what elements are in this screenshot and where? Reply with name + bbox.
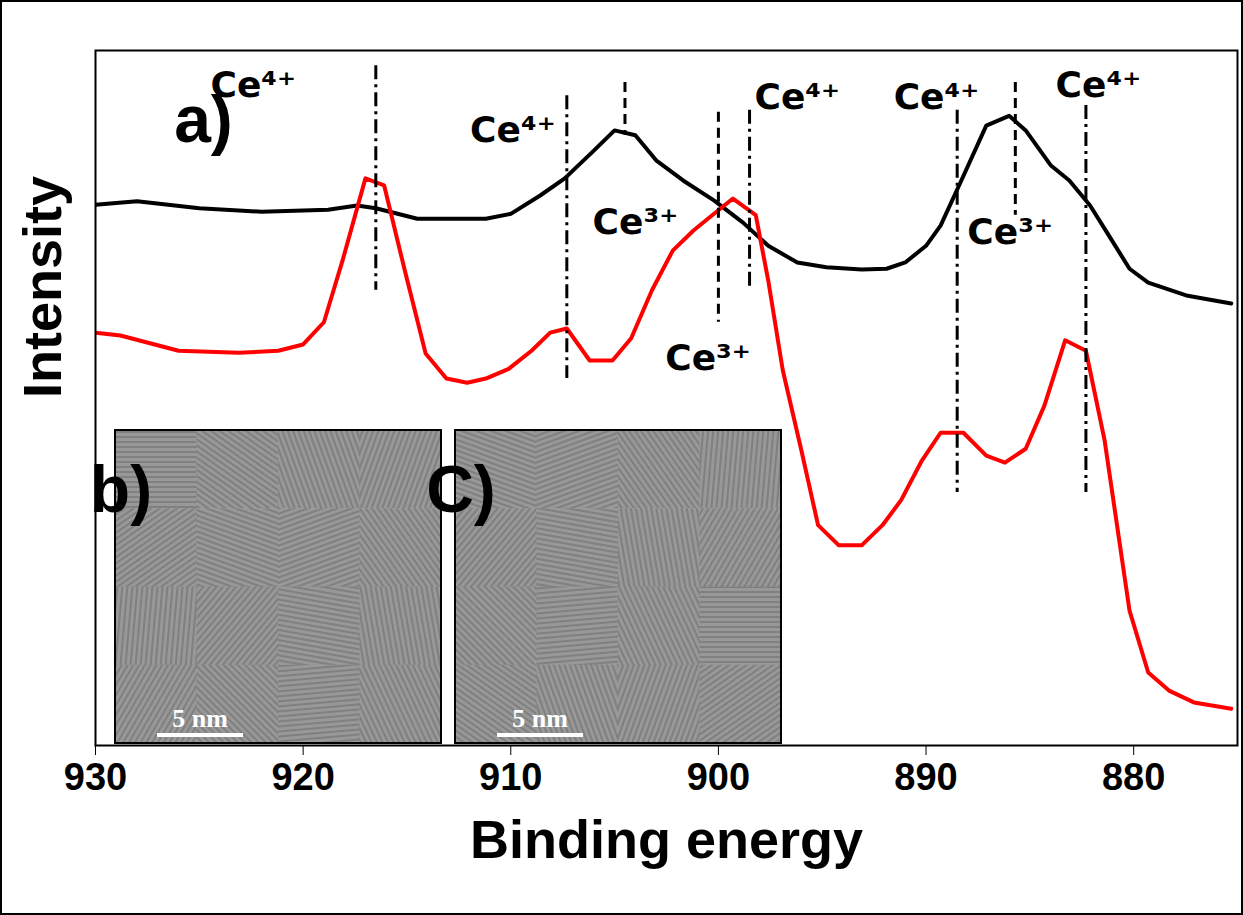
svg-text:a): a) (174, 82, 233, 156)
svg-text:Ce³⁺: Ce³⁺ (593, 201, 679, 242)
svg-text:5 nm: 5 nm (512, 704, 568, 733)
svg-text:Intensity: Intensity (12, 176, 72, 398)
svg-text:Ce⁴⁺: Ce⁴⁺ (894, 76, 980, 117)
svg-text:Ce³⁺: Ce³⁺ (665, 337, 751, 378)
svg-text:b): b) (90, 452, 152, 526)
svg-text:890: 890 (894, 756, 957, 798)
svg-text:Binding energy: Binding energy (470, 809, 863, 869)
svg-text:920: 920 (271, 756, 334, 798)
svg-text:Ce⁴⁺: Ce⁴⁺ (470, 109, 556, 150)
svg-text:880: 880 (1102, 756, 1165, 798)
svg-text:Ce⁴⁺: Ce⁴⁺ (1056, 64, 1142, 105)
svg-text:Ce⁴⁺: Ce⁴⁺ (210, 63, 297, 105)
svg-text:C): C) (426, 452, 496, 526)
svg-text:Ce⁴⁺: Ce⁴⁺ (755, 76, 841, 117)
svg-text:930: 930 (64, 756, 127, 798)
svg-text:910: 910 (479, 756, 542, 798)
svg-text:Ce³⁺: Ce³⁺ (967, 211, 1053, 252)
svg-text:900: 900 (687, 756, 750, 798)
svg-text:5 nm: 5 nm (172, 704, 228, 733)
